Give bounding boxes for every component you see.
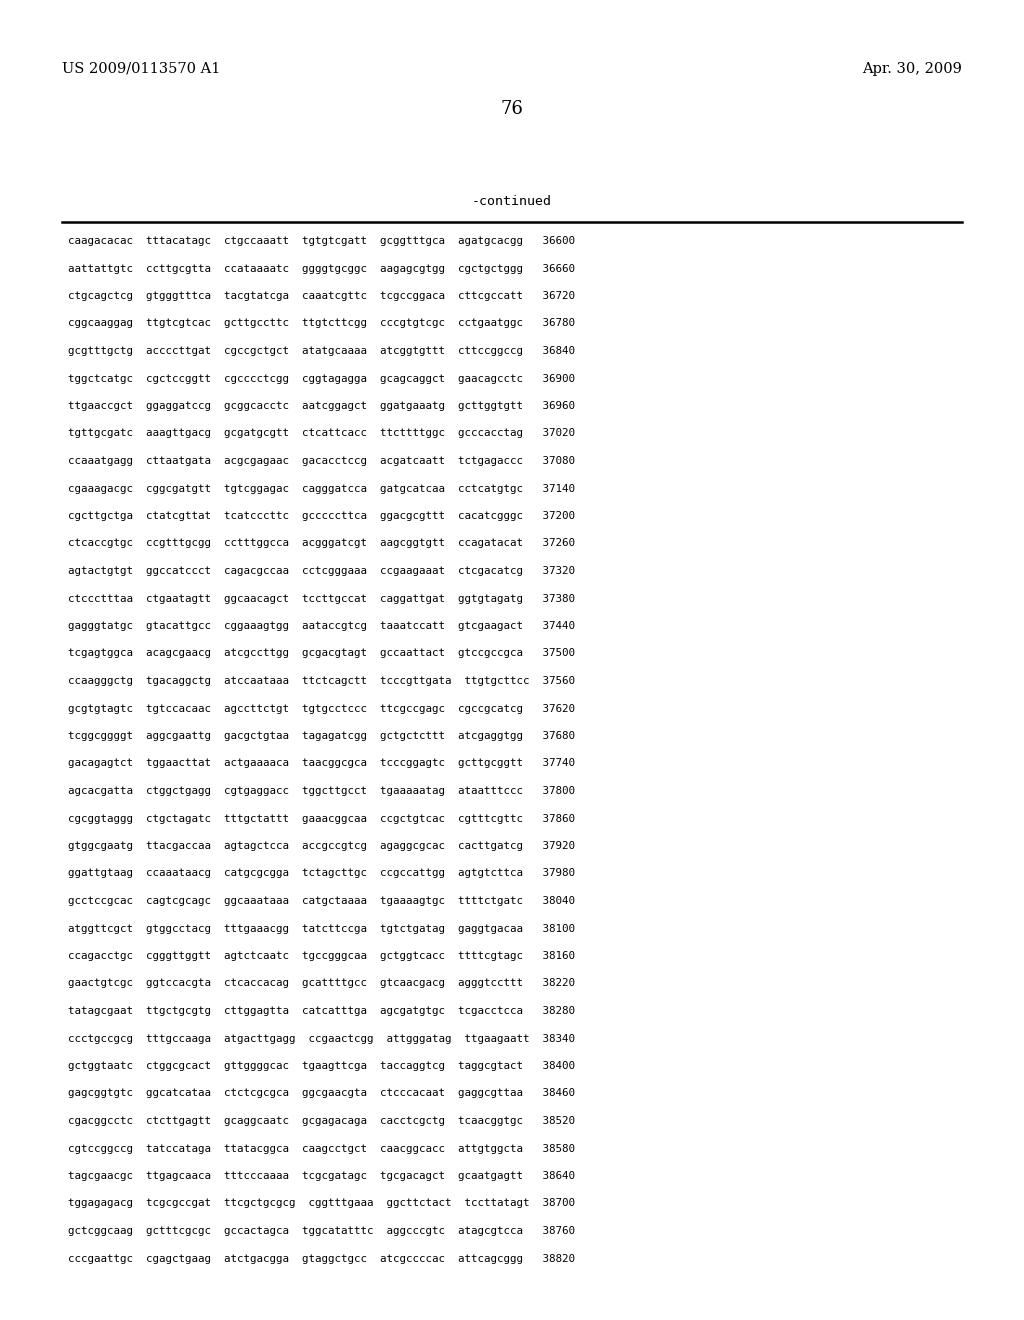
Text: gaactgtcgc  ggtccacgta  ctcaccacag  gcattttgcc  gtcaacgacg  agggtccttt   38220: gaactgtcgc ggtccacgta ctcaccacag gcatttt… (68, 978, 575, 989)
Text: ctgcagctcg  gtgggtttca  tacgtatcga  caaatcgttc  tcgccggaca  cttcgccatt   36720: ctgcagctcg gtgggtttca tacgtatcga caaatcg… (68, 290, 575, 301)
Text: ttgaaccgct  ggaggatccg  gcggcacctc  aatcggagct  ggatgaaatg  gcttggtgtt   36960: ttgaaccgct ggaggatccg gcggcacctc aatcgga… (68, 401, 575, 411)
Text: cccgaattgc  cgagctgaag  atctgacgga  gtaggctgcc  atcgccccac  attcagcggg   38820: cccgaattgc cgagctgaag atctgacgga gtaggct… (68, 1254, 575, 1263)
Text: cggcaaggag  ttgtcgtcac  gcttgccttc  ttgtcttcgg  cccgtgtcgc  cctgaatggc   36780: cggcaaggag ttgtcgtcac gcttgccttc ttgtctt… (68, 318, 575, 329)
Text: gcgtttgctg  accccttgat  cgccgctgct  atatgcaaaa  atcggtgttt  cttccggccg   36840: gcgtttgctg accccttgat cgccgctgct atatgca… (68, 346, 575, 356)
Text: tgttgcgatc  aaagttgacg  gcgatgcgtt  ctcattcacc  ttcttttggc  gcccacctag   37020: tgttgcgatc aaagttgacg gcgatgcgtt ctcattc… (68, 429, 575, 438)
Text: tcggcggggt  aggcgaattg  gacgctgtaa  tagagatcgg  gctgctcttt  atcgaggtgg   37680: tcggcggggt aggcgaattg gacgctgtaa tagagat… (68, 731, 575, 741)
Text: cgacggcctc  ctcttgagtt  gcaggcaatc  gcgagacaga  cacctcgctg  tcaacggtgc   38520: cgacggcctc ctcttgagtt gcaggcaatc gcgagac… (68, 1115, 575, 1126)
Text: cgcggtaggg  ctgctagatc  tttgctattt  gaaacggcaa  ccgctgtcac  cgtttcgttc   37860: cgcggtaggg ctgctagatc tttgctattt gaaacgg… (68, 813, 575, 824)
Text: gcctccgcac  cagtcgcagc  ggcaaataaa  catgctaaaa  tgaaaagtgc  ttttctgatc   38040: gcctccgcac cagtcgcagc ggcaaataaa catgcta… (68, 896, 575, 906)
Text: gctcggcaag  gctttcgcgc  gccactagca  tggcatatttc  aggcccgtc  atagcgtcca   38760: gctcggcaag gctttcgcgc gccactagca tggcata… (68, 1226, 575, 1236)
Text: -continued: -continued (472, 195, 552, 209)
Text: gtggcgaatg  ttacgaccaa  agtagctcca  accgccgtcg  agaggcgcac  cacttgatcg   37920: gtggcgaatg ttacgaccaa agtagctcca accgccg… (68, 841, 575, 851)
Text: ccaaatgagg  cttaatgata  acgcgagaac  gacacctccg  acgatcaatt  tctgagaccc   37080: ccaaatgagg cttaatgata acgcgagaac gacacct… (68, 455, 575, 466)
Text: ggattgtaag  ccaaataacg  catgcgcgga  tctagcttgc  ccgccattgg  agtgtcttca   37980: ggattgtaag ccaaataacg catgcgcgga tctagct… (68, 869, 575, 879)
Text: tggagagacg  tcgcgccgat  ttcgctgcgcg  cggtttgaaa  ggcttctact  tccttatagt  38700: tggagagacg tcgcgccgat ttcgctgcgcg cggttt… (68, 1199, 575, 1209)
Text: cgcttgctga  ctatcgttat  tcatcccttc  gcccccttca  ggacgcgttt  cacatcgggc   37200: cgcttgctga ctatcgttat tcatcccttc gccccct… (68, 511, 575, 521)
Text: caagacacac  tttacatagc  ctgccaaatt  tgtgtcgatt  gcggtttgca  agatgcacgg   36600: caagacacac tttacatagc ctgccaaatt tgtgtcg… (68, 236, 575, 246)
Text: tcgagtggca  acagcgaacg  atcgccttgg  gcgacgtagt  gccaattact  gtccgccgca   37500: tcgagtggca acagcgaacg atcgccttgg gcgacgt… (68, 648, 575, 659)
Text: ctccctttaa  ctgaatagtt  ggcaacagct  tccttgccat  caggattgat  ggtgtagatg   37380: ctccctttaa ctgaatagtt ggcaacagct tccttgc… (68, 594, 575, 603)
Text: US 2009/0113570 A1: US 2009/0113570 A1 (62, 62, 220, 77)
Text: aattattgtc  ccttgcgtta  ccataaaatc  ggggtgcggc  aagagcgtgg  cgctgctggg   36660: aattattgtc ccttgcgtta ccataaaatc ggggtgc… (68, 264, 575, 273)
Text: ccaagggctg  tgacaggctg  atccaataaa  ttctcagctt  tcccgttgata  ttgtgcttcc  37560: ccaagggctg tgacaggctg atccaataaa ttctcag… (68, 676, 575, 686)
Text: gagggtatgc  gtacattgcc  cggaaagtgg  aataccgtcg  taaatccatt  gtcgaagact   37440: gagggtatgc gtacattgcc cggaaagtgg aataccg… (68, 620, 575, 631)
Text: agtactgtgt  ggccatccct  cagacgccaa  cctcgggaaa  ccgaagaaat  ctcgacatcg   37320: agtactgtgt ggccatccct cagacgccaa cctcggg… (68, 566, 575, 576)
Text: cgaaagacgc  cggcgatgtt  tgtcggagac  cagggatcca  gatgcatcaa  cctcatgtgc   37140: cgaaagacgc cggcgatgtt tgtcggagac cagggat… (68, 483, 575, 494)
Text: ctcaccgtgc  ccgtttgcgg  cctttggcca  acgggatcgt  aagcggtgtt  ccagatacat   37260: ctcaccgtgc ccgtttgcgg cctttggcca acgggat… (68, 539, 575, 549)
Text: ccctgccgcg  tttgccaaga  atgacttgagg  ccgaactcgg  attgggatag  ttgaagaatt  38340: ccctgccgcg tttgccaaga atgacttgagg ccgaac… (68, 1034, 575, 1044)
Text: gagcggtgtc  ggcatcataa  ctctcgcgca  ggcgaacgta  ctcccacaat  gaggcgttaa   38460: gagcggtgtc ggcatcataa ctctcgcgca ggcgaac… (68, 1089, 575, 1098)
Text: cgtccggccg  tatccataga  ttatacggca  caagcctgct  caacggcacc  attgtggcta   38580: cgtccggccg tatccataga ttatacggca caagcct… (68, 1143, 575, 1154)
Text: agcacgatta  ctggctgagg  cgtgaggacc  tggcttgcct  tgaaaaatag  ataatttccc   37800: agcacgatta ctggctgagg cgtgaggacc tggcttg… (68, 785, 575, 796)
Text: gacagagtct  tggaacttat  actgaaaaca  taacggcgca  tcccggagtc  gcttgcggtt   37740: gacagagtct tggaacttat actgaaaaca taacggc… (68, 759, 575, 768)
Text: gcgtgtagtc  tgtccacaac  agccttctgt  tgtgcctccc  ttcgccgagc  cgccgcatcg   37620: gcgtgtagtc tgtccacaac agccttctgt tgtgcct… (68, 704, 575, 714)
Text: atggttcgct  gtggcctacg  tttgaaacgg  tatcttccga  tgtctgatag  gaggtgacaa   38100: atggttcgct gtggcctacg tttgaaacgg tatcttc… (68, 924, 575, 933)
Text: 76: 76 (501, 100, 523, 117)
Text: tagcgaacgc  ttgagcaaca  tttcccaaaa  tcgcgatagc  tgcgacagct  gcaatgagtt   38640: tagcgaacgc ttgagcaaca tttcccaaaa tcgcgat… (68, 1171, 575, 1181)
Text: tatagcgaat  ttgctgcgtg  cttggagtta  catcatttga  agcgatgtgc  tcgacctcca   38280: tatagcgaat ttgctgcgtg cttggagtta catcatt… (68, 1006, 575, 1016)
Text: ccagacctgc  cgggttggtt  agtctcaatc  tgccgggcaa  gctggtcacc  ttttcgtagc   38160: ccagacctgc cgggttggtt agtctcaatc tgccggg… (68, 950, 575, 961)
Text: Apr. 30, 2009: Apr. 30, 2009 (862, 62, 962, 77)
Text: tggctcatgc  cgctccggtt  cgcccctcgg  cggtagagga  gcagcaggct  gaacagcctc   36900: tggctcatgc cgctccggtt cgcccctcgg cggtaga… (68, 374, 575, 384)
Text: gctggtaatc  ctggcgcact  gttggggcac  tgaagttcga  taccaggtcg  taggcgtact   38400: gctggtaatc ctggcgcact gttggggcac tgaagtt… (68, 1061, 575, 1071)
